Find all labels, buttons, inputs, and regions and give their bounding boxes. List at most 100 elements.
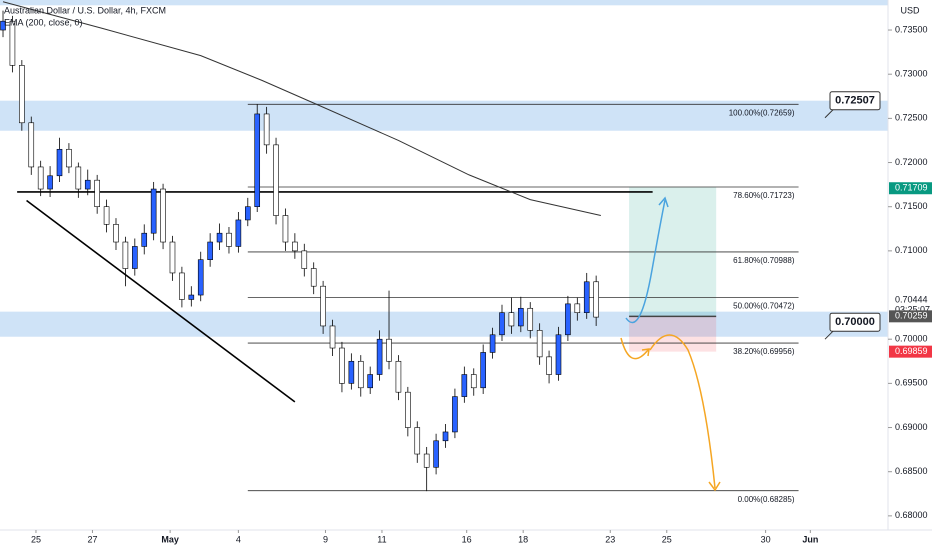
ema-line <box>2 1 601 217</box>
candle-body <box>405 391 411 428</box>
x-tick-label: 23 <box>605 534 615 544</box>
price-tag-label: 0.69859 <box>895 346 928 356</box>
candle-body <box>574 303 581 314</box>
x-tick-label: 4 <box>236 534 241 544</box>
candle-body <box>583 281 590 313</box>
candle-body <box>386 338 392 362</box>
price-tag <box>889 345 932 358</box>
candle-body <box>179 272 185 300</box>
arrow-head <box>641 348 650 357</box>
candle-body <box>122 241 129 269</box>
candle-body <box>263 113 270 146</box>
candle-body <box>197 259 204 296</box>
candle-body <box>132 246 138 269</box>
candle-body <box>226 232 232 247</box>
candle-body <box>414 427 421 455</box>
price-tag <box>889 293 932 306</box>
candle-body <box>339 347 345 384</box>
candle-body <box>188 294 195 300</box>
candle-body <box>395 360 402 393</box>
candle-body <box>235 219 242 247</box>
candle-body <box>94 179 100 207</box>
price-tag-label: 0.70444 <box>895 294 928 304</box>
candle-body <box>423 453 430 468</box>
candle-body <box>75 166 82 190</box>
candle-body <box>141 232 148 247</box>
candle-body <box>169 241 176 274</box>
trendline <box>26 199 296 403</box>
currency-label: USD <box>900 5 920 15</box>
fib-label: 100.00%(0.72659) <box>729 108 795 117</box>
candle-body <box>461 374 468 397</box>
callout-label: 0.72507 <box>835 95 875 107</box>
arrow-down <box>649 334 716 489</box>
candle-body <box>367 374 373 389</box>
candle-body <box>282 215 289 243</box>
candle-body <box>113 224 119 243</box>
countdown: 03:25:07 <box>895 304 930 314</box>
candle-body <box>244 206 251 221</box>
y-tick-label: 0.68500 <box>895 466 928 476</box>
y-tick-label: 0.71500 <box>895 201 928 211</box>
candle-body <box>66 148 72 168</box>
callout-label: 0.70000 <box>835 316 875 328</box>
candle-body <box>207 241 213 261</box>
candle-body <box>480 352 486 389</box>
candle-body <box>150 188 157 234</box>
candle-body <box>499 312 505 336</box>
candle-body <box>47 175 53 190</box>
y-tick-label: 0.72000 <box>895 157 928 167</box>
x-tick-label: Jun <box>802 534 818 544</box>
x-tick-label: 25 <box>662 534 672 544</box>
candle-body <box>301 250 308 269</box>
price-tag-label: 0.71709 <box>895 183 928 193</box>
candle-body <box>593 281 599 318</box>
candle-body <box>536 330 543 358</box>
candle-body <box>37 166 44 190</box>
fib-label: 50.00%(0.70472) <box>733 302 795 311</box>
candle-body <box>546 356 552 375</box>
x-tick-label: 30 <box>761 534 771 544</box>
candle-body <box>320 285 326 327</box>
fib-label: 78.60%(0.71723) <box>733 191 795 200</box>
indicator-label: EMA (200, close, 0) <box>4 17 83 27</box>
x-tick-label: 25 <box>31 534 41 544</box>
arrow-head <box>708 481 721 492</box>
fib-label: 0.00%(0.68285) <box>738 495 795 504</box>
candle-body <box>9 20 16 66</box>
candle-body <box>527 307 534 331</box>
candle-body <box>0 20 6 31</box>
candle-body <box>376 338 383 375</box>
candle-body <box>292 241 298 252</box>
candle-body <box>310 268 317 287</box>
y-tick-label: 0.73000 <box>895 69 928 79</box>
arrow-head <box>658 196 669 208</box>
fib-label: 38.20%(0.69956) <box>733 347 795 356</box>
candle-body <box>518 307 524 327</box>
x-tick-label: 18 <box>518 534 528 544</box>
candle-body <box>555 334 562 375</box>
candle-body <box>56 148 63 177</box>
candle-body <box>433 440 439 468</box>
zone <box>0 311 888 337</box>
candle-body <box>84 179 91 190</box>
y-tick-label: 0.68000 <box>895 510 928 520</box>
candle-body <box>254 113 261 207</box>
x-tick-label: May <box>161 534 179 544</box>
y-tick-label: 0.70000 <box>895 334 928 344</box>
fib-label: 61.80%(0.70988) <box>733 256 795 265</box>
callout-box <box>829 312 881 332</box>
candle-body <box>357 360 364 389</box>
candle-body <box>216 232 223 243</box>
x-tick-label: 16 <box>462 534 472 544</box>
arrow-up <box>625 199 666 324</box>
candle-body <box>452 396 458 433</box>
price-tag <box>889 310 932 323</box>
price-tag-label: 0.70259 <box>895 311 928 321</box>
stop-area <box>629 316 717 352</box>
zone <box>0 0 888 6</box>
y-tick-label: 0.73500 <box>895 24 928 34</box>
candle-body <box>565 303 571 336</box>
